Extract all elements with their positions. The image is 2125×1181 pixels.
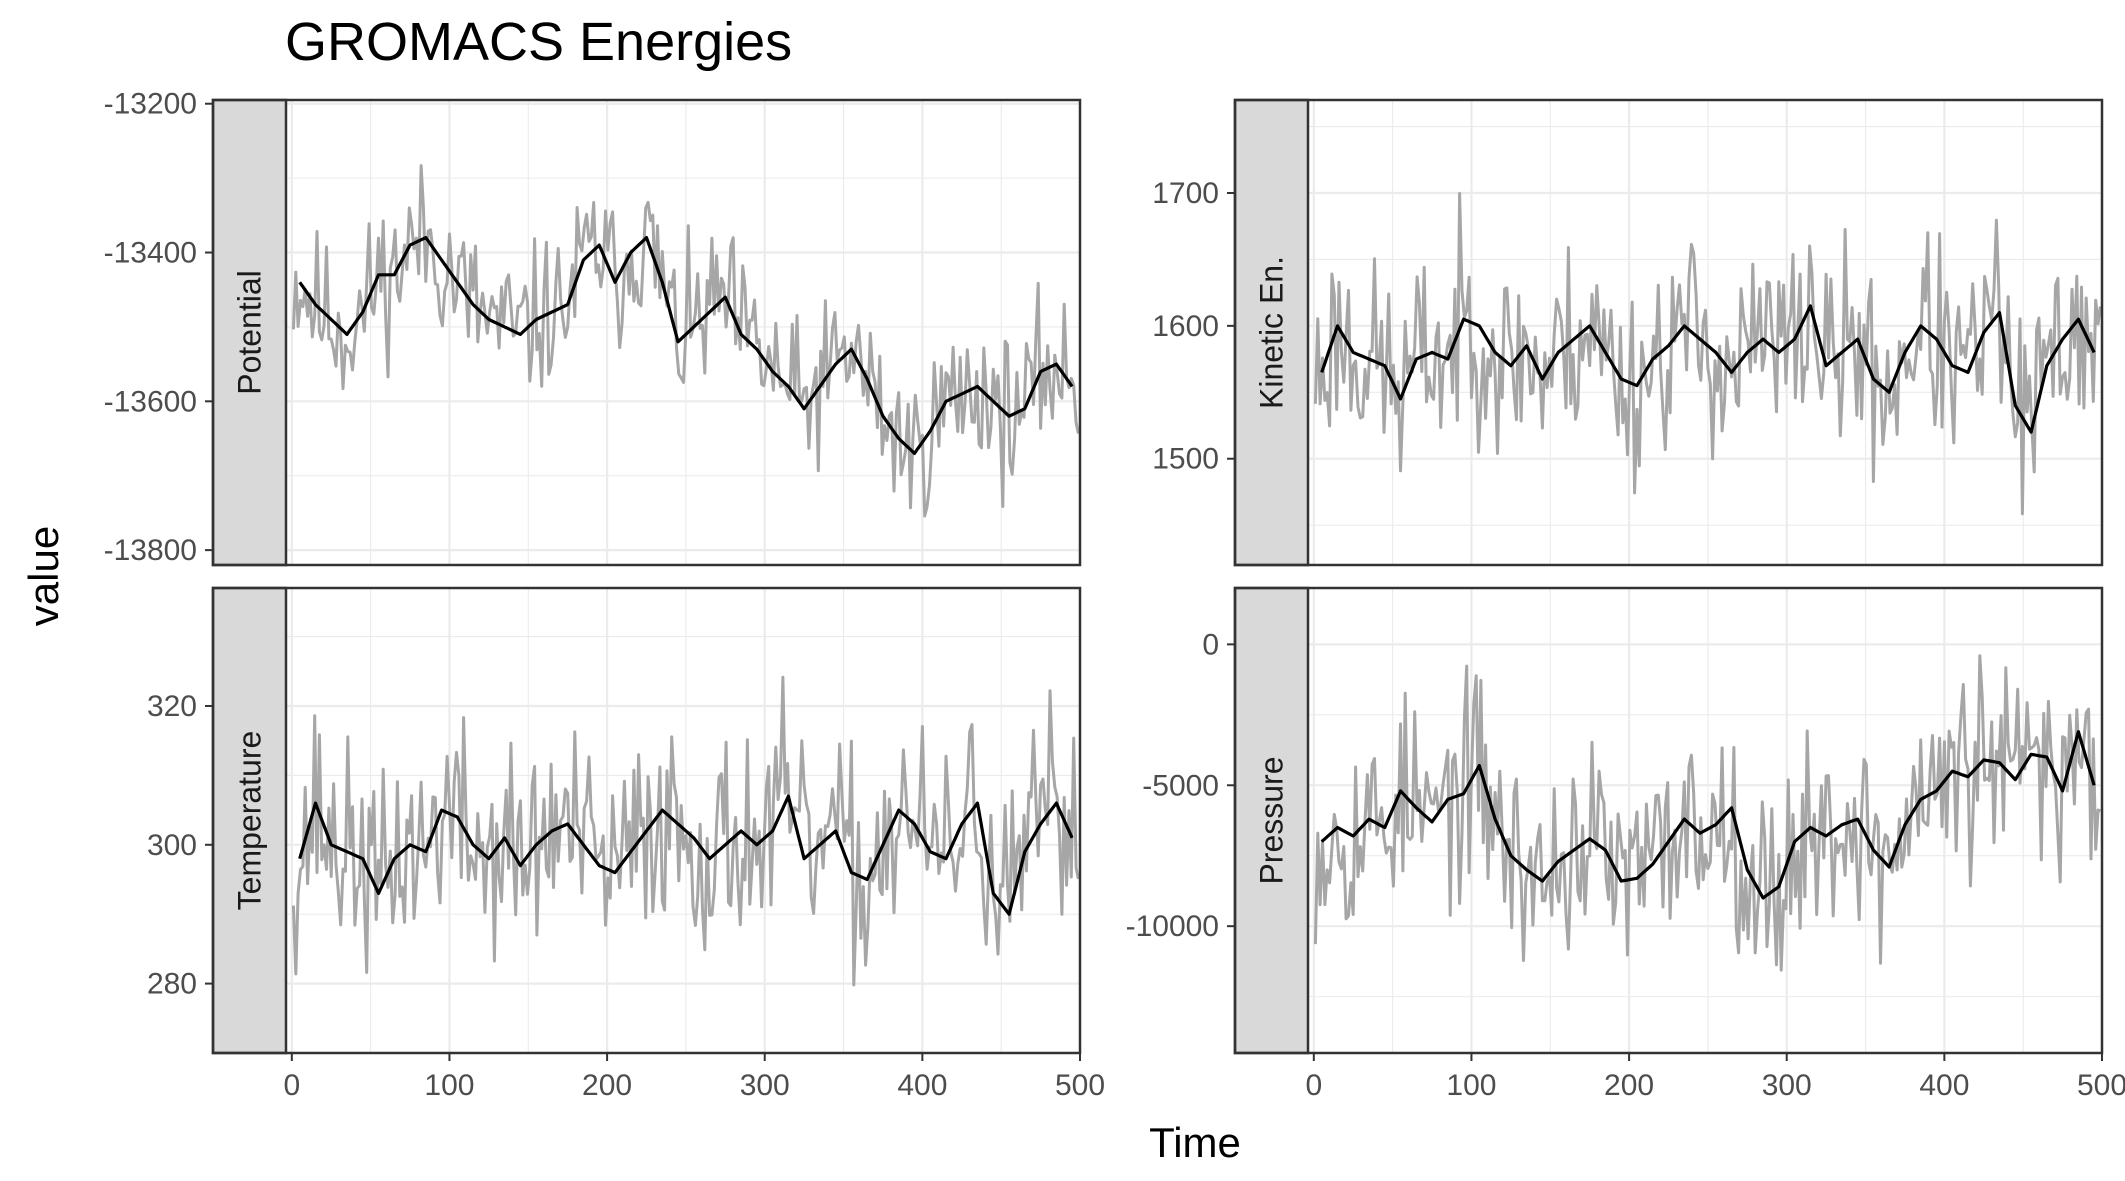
y-tick-label: 1600 xyxy=(1152,310,1219,343)
x-tick-label: 300 xyxy=(1762,1069,1812,1102)
facet-strip-label: Temperature xyxy=(232,731,268,911)
x-tick-label: 300 xyxy=(740,1069,790,1102)
series-smooth-line xyxy=(1320,730,2096,900)
x-tick-label: 400 xyxy=(1919,1069,1969,1102)
facet-strip xyxy=(1233,586,1310,1055)
y-tick-label: -13200 xyxy=(104,88,197,121)
x-tick-label: 0 xyxy=(283,1069,300,1102)
y-tick-label: -13400 xyxy=(104,237,197,270)
series-smooth-line xyxy=(1320,304,2096,434)
facet-potential: Potential -13200 -13400 -13600 -13800 xyxy=(104,88,1082,567)
y-axis-title: value xyxy=(20,526,67,626)
x-tick-label: 100 xyxy=(1446,1069,1496,1102)
x-tick-label: 500 xyxy=(1055,1069,1105,1102)
panel-border xyxy=(211,586,1082,1055)
y-tick-label: -13600 xyxy=(104,385,197,418)
facet-strip xyxy=(211,98,288,567)
series-raw-line xyxy=(291,675,1080,987)
chart-title: GROMACS Energies xyxy=(285,12,792,72)
y-tick-label: 320 xyxy=(147,690,197,723)
y-tick-label: 300 xyxy=(147,829,197,862)
y-tick-label: 0 xyxy=(1202,628,1219,661)
x-tick-label: 100 xyxy=(424,1069,474,1102)
panel-border xyxy=(1233,586,2104,1055)
series-raw-line xyxy=(1313,654,2101,972)
x-tick-label: 200 xyxy=(1604,1069,1654,1102)
series-raw-line xyxy=(291,164,1080,518)
facet-strip xyxy=(1233,98,1310,567)
panel-border xyxy=(1233,98,2104,567)
facet-temperature: Temperature 280 300 320 0 100 200 300 400 500 xyxy=(147,586,1105,1102)
x-axis-title: Time xyxy=(1149,1119,1241,1166)
x-tick-label: 400 xyxy=(897,1069,947,1102)
facet-strip-label: Kinetic En. xyxy=(1254,256,1290,409)
y-tick-label: -13800 xyxy=(104,534,197,567)
y-tick-label: 1700 xyxy=(1152,177,1219,210)
x-tick-label: 500 xyxy=(2077,1069,2125,1102)
panel-background xyxy=(213,100,1080,565)
facet-kinetic-en: Kinetic En. 1500 1600 1700 xyxy=(1152,98,2104,567)
panel-border xyxy=(211,98,1082,567)
y-tick-label: 1500 xyxy=(1152,443,1219,476)
x-tick-label: 0 xyxy=(1305,1069,1322,1102)
y-tick-label: -5000 xyxy=(1142,769,1219,802)
facet-strip-label: Potential xyxy=(232,270,268,395)
facet-strip-label: Pressure xyxy=(1254,756,1290,884)
series-smooth-line xyxy=(298,236,1074,455)
facet-pressure: Pressure -10000 -5000 0 0 100 200 300 400 500 xyxy=(1126,586,2125,1102)
facet-panels: Potential -13200 -13400 -13600 -13800 Kinetic… xyxy=(104,88,2125,1102)
series-smooth-line xyxy=(298,794,1074,916)
y-tick-label: 280 xyxy=(147,968,197,1001)
x-tick-label: 200 xyxy=(582,1069,632,1102)
series-raw-line xyxy=(1313,192,2102,516)
y-tick-label: -10000 xyxy=(1126,910,1219,943)
panel-grid xyxy=(1234,100,2104,565)
